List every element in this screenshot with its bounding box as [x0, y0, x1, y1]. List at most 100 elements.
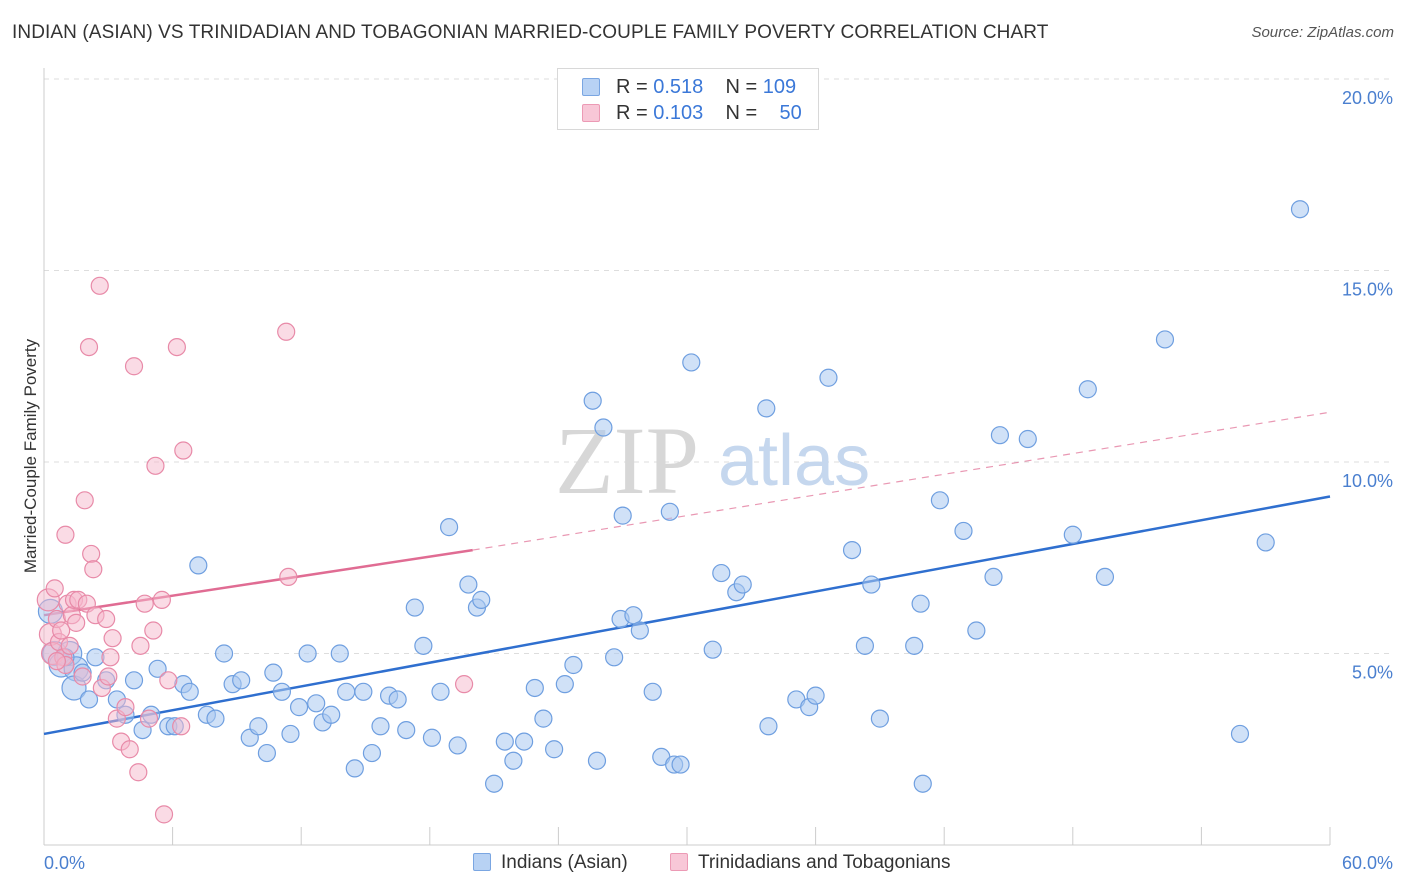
indian-asian-point [733, 575, 752, 594]
indian-asian-point [757, 399, 776, 418]
bottom-legend-swatch-blue [473, 853, 491, 871]
indian-asian-point [189, 556, 208, 575]
indian-asian-point [1290, 200, 1310, 219]
indian-asian-point [272, 682, 292, 701]
y-tick-labels: 5.0% 10.0% 15.0% 20.0% [1342, 88, 1393, 683]
trinidadian-point [124, 357, 144, 376]
indian-asian-point [388, 690, 407, 709]
trinidadian-point [172, 717, 191, 736]
legend-r-value-indian: 0.518 [653, 76, 704, 98]
indian-asian-point [431, 682, 450, 701]
indian-asian-point [495, 732, 514, 751]
trinidadian-point [174, 441, 193, 460]
legend-swatch-pink [582, 104, 600, 122]
trinidadian-point [47, 652, 66, 671]
correlation-legend: R = 0.518 N = 109 R = 0.103 N = 50 [557, 68, 819, 130]
bottom-legend-label-indian: Indians (Asian) [501, 852, 628, 873]
indian-asian-point [472, 590, 491, 609]
trinidadian-point [73, 667, 92, 686]
indian-asian-point [855, 636, 874, 655]
legend-text-trinidadian: R = 0.103 N = 50 [616, 102, 802, 124]
indian-asian-point [307, 694, 326, 713]
indian-asian-point [564, 655, 583, 675]
indian-asian-point [1018, 429, 1037, 449]
trinidadian-point [116, 698, 135, 717]
indian-asian-point [232, 671, 251, 690]
indian-asian-point [624, 606, 643, 625]
y-axis-label: Married-Couple Family Poverty [21, 338, 40, 573]
indian-asian-point [1230, 724, 1250, 744]
indian-asian-point [984, 567, 1003, 587]
indian-asian-point [555, 675, 574, 694]
trinidadian-points [36, 276, 474, 824]
chart-title: INDIAN (ASIAN) VS TRINIDADIAN AND TOBAGO… [12, 22, 1049, 43]
indian-asian-point [534, 709, 553, 728]
trinidadian-point [152, 590, 171, 609]
y-tick-label: 5.0% [1352, 663, 1393, 683]
indian-asian-point [330, 644, 349, 663]
indian-asian-point [930, 491, 950, 510]
legend-swatch-blue [582, 78, 600, 96]
indian-asian-point [630, 621, 649, 640]
x-tick-max: 60.0% [1342, 853, 1393, 873]
trinidadian-point [120, 740, 139, 759]
indian-asian-point [459, 575, 478, 594]
indian-asian-point [870, 709, 890, 728]
indian-asian-point [1256, 533, 1275, 552]
indian-asian-point [842, 540, 862, 560]
indian-asian-point [515, 732, 534, 751]
trinidadian-point [67, 613, 86, 632]
trinidadian-point [135, 594, 154, 613]
legend-n-value-indian: 109 [762, 76, 797, 98]
indian-asian-point [345, 759, 364, 778]
trinidadian-point [84, 560, 103, 579]
axes [43, 68, 1331, 846]
indian-asian-point [79, 690, 99, 709]
indian-asian-point [214, 644, 234, 663]
trinidadian-point [167, 338, 186, 357]
indian-asian-point [911, 594, 930, 613]
indian-asian-point [322, 705, 341, 724]
trinidadian-point [82, 544, 101, 564]
indian-asian-point [1078, 380, 1097, 399]
indian-asian-point [862, 575, 881, 594]
indian-asian-point [257, 743, 277, 763]
trinidadian-point [159, 671, 178, 690]
indian-asian-point [990, 426, 1010, 445]
trinidadian-point [99, 667, 118, 686]
indian-asian-point [1063, 525, 1082, 544]
trinidadian-point [101, 648, 120, 667]
indian-asian-point [525, 678, 544, 698]
watermark: ZIP atlas [555, 407, 870, 514]
trinidadian-point [129, 763, 148, 782]
indian-asian-trend-line [43, 495, 1331, 736]
y-tick-label: 15.0% [1342, 280, 1393, 300]
x-tick-min: 0.0% [44, 853, 85, 873]
indian-asian-point [1155, 330, 1175, 349]
bottom-legend-indian: Indians (Asian) [473, 852, 628, 874]
indian-asian-point [954, 521, 973, 541]
trinidadian-trend-line [43, 548, 473, 617]
indian-asian-point [594, 418, 613, 437]
legend-text-indian: R = 0.518 N = 109 [616, 76, 797, 98]
trinidadian-point [146, 456, 165, 475]
indian-asian-point [124, 671, 144, 690]
bottom-legend-swatch-pink [670, 853, 688, 871]
trinidadian-point [60, 636, 79, 655]
indian-asian-point [819, 368, 838, 387]
legend-n-value-trinidadian: 50 [779, 102, 802, 124]
indian-asian-point [682, 353, 701, 372]
bottom-legend-label-trinidadian: Trinidadians and Tobagonians [698, 852, 951, 873]
trinidadian-point [454, 675, 474, 694]
indian-asian-point [264, 663, 283, 682]
indian-asian-point [703, 640, 722, 659]
trinidadian-point [75, 491, 94, 510]
trinidadian-point [279, 567, 298, 587]
indian-asian-point [439, 518, 459, 537]
trinidadian-point [56, 525, 75, 544]
indian-asian-point [913, 774, 932, 793]
indian-asian-point [643, 682, 662, 701]
y-tick-label: 10.0% [1342, 471, 1393, 491]
indian-asian-point [448, 736, 467, 755]
